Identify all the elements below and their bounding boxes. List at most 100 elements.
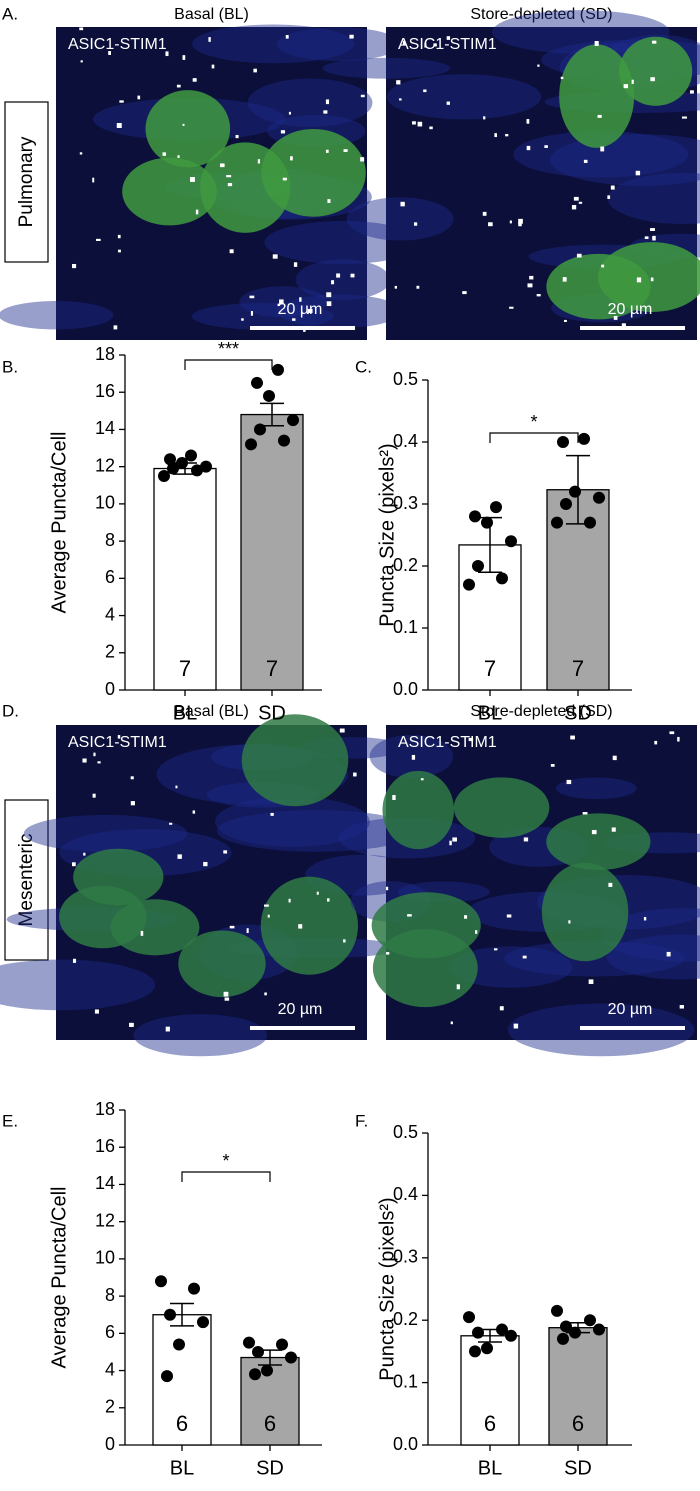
x-tick-label: BL bbox=[478, 702, 502, 724]
y-tick-label: 0.3 bbox=[393, 493, 418, 513]
nucleus bbox=[598, 242, 700, 312]
puncta bbox=[499, 1006, 504, 1011]
puncta bbox=[223, 850, 228, 854]
puncta bbox=[591, 829, 597, 835]
puncta bbox=[270, 812, 274, 816]
puncta bbox=[631, 79, 634, 84]
puncta bbox=[578, 201, 583, 204]
puncta bbox=[79, 27, 84, 31]
puncta bbox=[509, 306, 514, 309]
data-point bbox=[261, 1364, 273, 1377]
x-tick-label: SD bbox=[258, 702, 286, 724]
y-tick-label: 0.1 bbox=[393, 617, 418, 637]
n-label: 7 bbox=[572, 656, 584, 681]
n-label: 6 bbox=[572, 1411, 584, 1436]
data-point bbox=[249, 1368, 261, 1381]
puncta bbox=[288, 111, 291, 115]
nucleus bbox=[541, 862, 629, 962]
bar bbox=[548, 1327, 608, 1446]
region-label: Mesenteric bbox=[16, 834, 37, 927]
puncta bbox=[643, 916, 647, 921]
nucleus bbox=[546, 813, 651, 871]
puncta bbox=[464, 915, 468, 919]
data-point bbox=[490, 501, 502, 514]
y-tick-label: 16 bbox=[95, 381, 115, 401]
puncta bbox=[562, 277, 567, 282]
n-label: 6 bbox=[264, 1411, 276, 1436]
y-tick-label: 2 bbox=[105, 1397, 115, 1417]
puncta bbox=[130, 801, 135, 806]
puncta bbox=[666, 951, 671, 957]
error-bar bbox=[170, 1302, 194, 1327]
data-point bbox=[569, 485, 581, 498]
error-bar bbox=[478, 516, 502, 573]
puncta bbox=[600, 146, 605, 152]
puncta bbox=[420, 778, 424, 781]
data-point bbox=[251, 376, 263, 389]
nucleus bbox=[200, 142, 291, 233]
puncta bbox=[96, 238, 101, 241]
puncta bbox=[326, 301, 332, 307]
stain-label: ASIC1-STIM1 bbox=[68, 734, 167, 751]
fiber bbox=[513, 131, 689, 178]
nucleus bbox=[619, 36, 693, 106]
puncta bbox=[594, 41, 599, 46]
puncta bbox=[588, 979, 594, 984]
region-box bbox=[4, 799, 49, 961]
data-point bbox=[200, 460, 212, 473]
data-point bbox=[245, 438, 257, 451]
y-tick-label: 0.3 bbox=[393, 1247, 418, 1267]
data-point bbox=[551, 516, 563, 529]
fiber bbox=[214, 796, 370, 847]
n-label: 7 bbox=[179, 656, 191, 681]
fiber bbox=[322, 57, 451, 79]
data-point bbox=[560, 498, 572, 510]
puncta bbox=[331, 280, 335, 285]
puncta bbox=[307, 308, 313, 314]
puncta bbox=[669, 731, 675, 735]
puncta bbox=[644, 236, 649, 240]
puncta bbox=[462, 291, 467, 295]
y-tick-label: 0.1 bbox=[393, 1371, 418, 1391]
panel-letter: B. bbox=[2, 357, 18, 376]
puncta bbox=[452, 837, 457, 842]
puncta bbox=[282, 177, 287, 181]
data-point bbox=[496, 572, 508, 585]
puncta bbox=[257, 159, 261, 164]
puncta bbox=[506, 914, 512, 918]
y-tick-label: 18 bbox=[95, 344, 115, 364]
fiber bbox=[247, 78, 373, 127]
puncta bbox=[343, 939, 346, 943]
y-tick-label: 0 bbox=[105, 1434, 115, 1454]
puncta bbox=[71, 862, 76, 867]
puncta bbox=[360, 94, 365, 98]
region-box bbox=[4, 101, 49, 263]
puncta bbox=[488, 222, 493, 227]
puncta bbox=[208, 37, 211, 42]
puncta bbox=[475, 930, 478, 934]
data-point bbox=[472, 560, 484, 572]
data-point bbox=[185, 449, 197, 462]
data-point bbox=[243, 1336, 255, 1349]
fiber bbox=[369, 734, 454, 778]
nucleus bbox=[122, 157, 217, 226]
puncta bbox=[353, 772, 357, 777]
puncta bbox=[513, 1023, 519, 1029]
puncta bbox=[285, 35, 289, 39]
puncta bbox=[402, 40, 406, 45]
significance-label: * bbox=[222, 1151, 229, 1171]
puncta bbox=[113, 325, 118, 330]
data-point bbox=[593, 491, 605, 504]
stain-label: ASIC1-STIM1 bbox=[398, 36, 497, 53]
fiber bbox=[216, 810, 417, 852]
puncta bbox=[681, 116, 687, 119]
micrograph bbox=[322, 10, 700, 340]
puncta bbox=[264, 992, 267, 996]
puncta bbox=[536, 294, 541, 297]
puncta bbox=[570, 735, 575, 740]
data-point bbox=[481, 516, 493, 529]
micrograph bbox=[0, 24, 422, 340]
puncta bbox=[392, 795, 396, 800]
puncta bbox=[413, 222, 418, 226]
